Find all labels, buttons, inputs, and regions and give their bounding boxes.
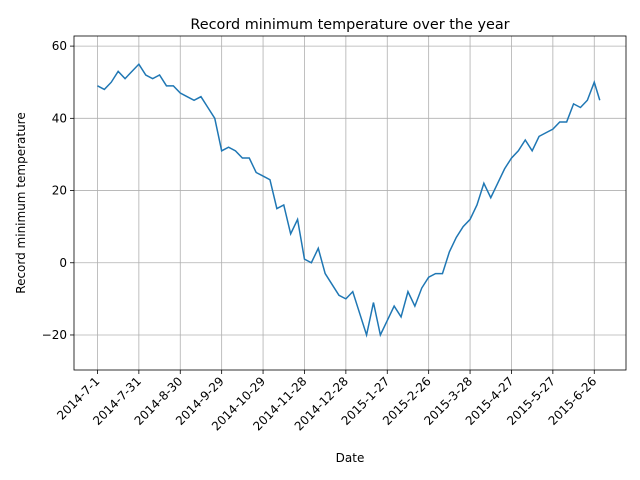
y-tick-label: −20 bbox=[42, 328, 67, 342]
data-line bbox=[97, 62, 601, 338]
y-axis-label: Record minimum temperature bbox=[14, 112, 28, 293]
plot-frame bbox=[73, 35, 627, 371]
y-tick-label: 0 bbox=[59, 256, 67, 270]
y-tick-label: 60 bbox=[52, 39, 67, 53]
x-axis-label: Date bbox=[336, 451, 365, 465]
y-tick-label: 20 bbox=[52, 184, 67, 198]
chart-title: Record minimum temperature over the year bbox=[190, 17, 509, 33]
y-tick-label: 40 bbox=[52, 111, 67, 125]
